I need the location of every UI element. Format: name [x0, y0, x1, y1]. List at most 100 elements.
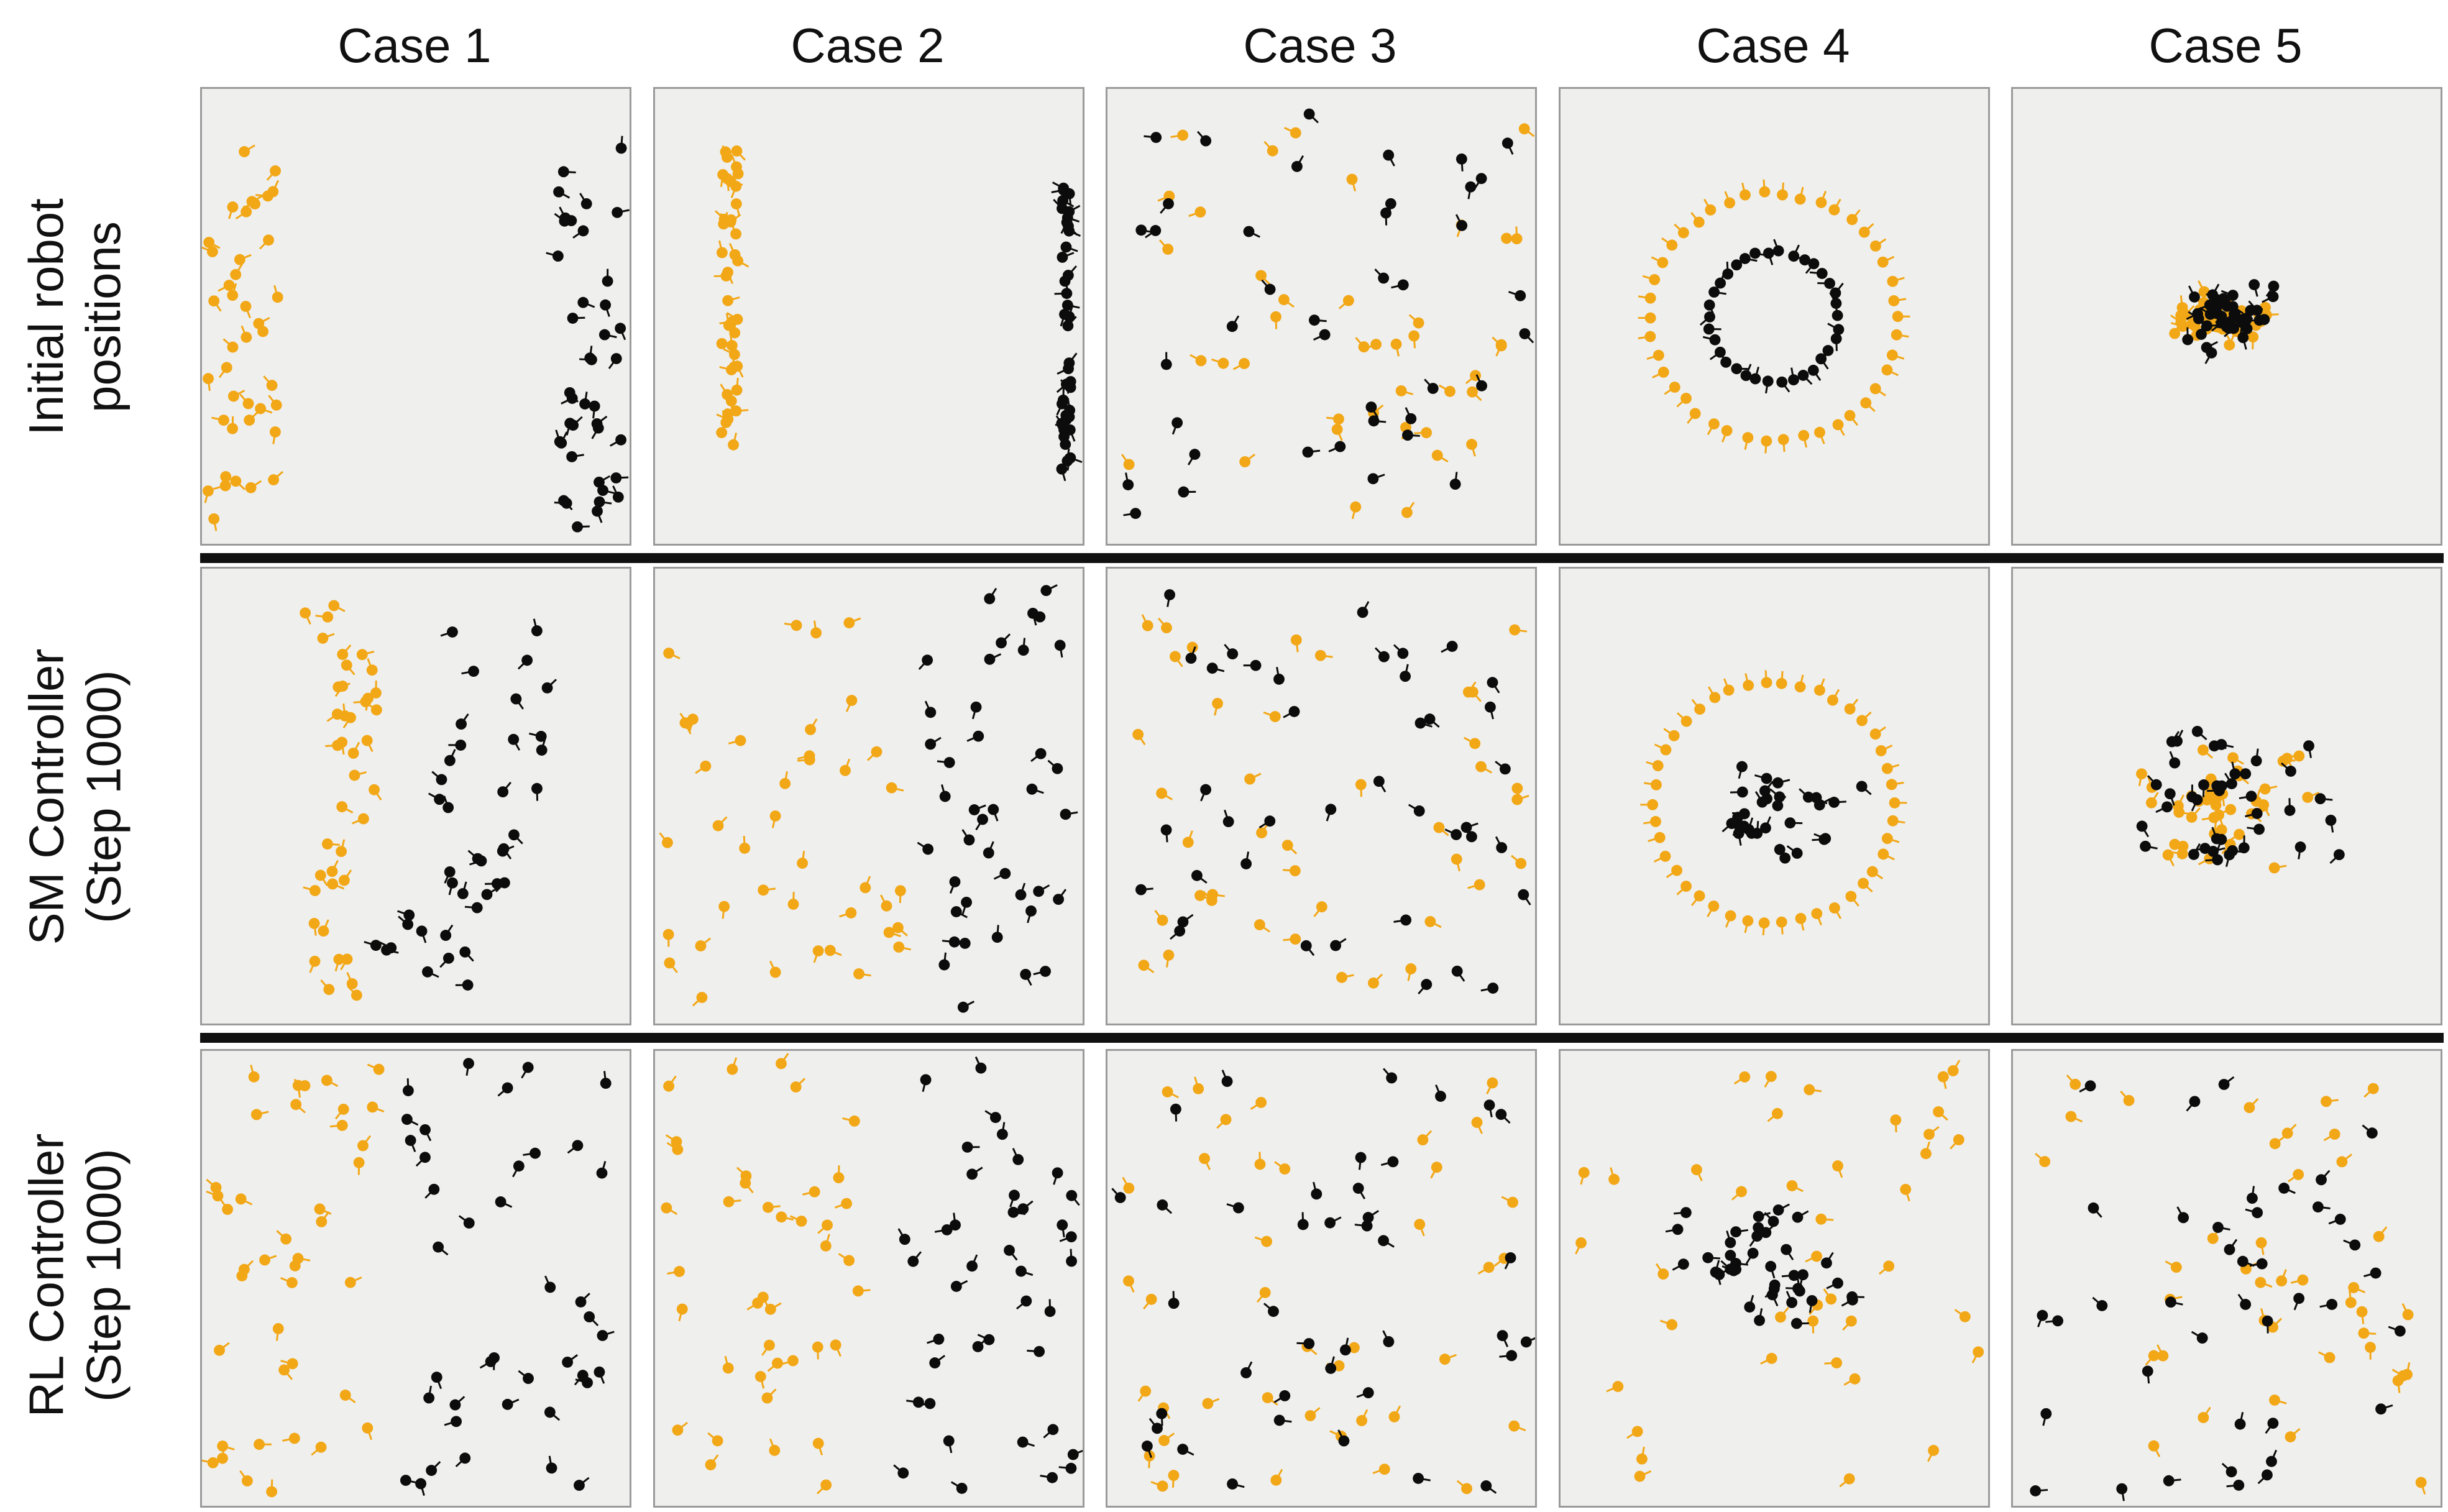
robot-orange [2197, 744, 2213, 759]
robot-black [974, 1056, 987, 1074]
robot-orange [1708, 686, 1721, 703]
swarm-plot [2030, 1074, 2427, 1501]
robot-orange [802, 1186, 820, 1198]
robot-orange [1767, 1107, 1783, 1122]
robot-orange [1338, 295, 1354, 309]
robot-black [1725, 1230, 1736, 1249]
robot-black [610, 472, 629, 483]
robot-orange [1368, 973, 1383, 989]
robot-orange [1270, 311, 1281, 329]
robot-black [398, 915, 414, 930]
robot-orange [2247, 331, 2259, 350]
robot-orange [341, 659, 355, 676]
robot-orange [1250, 1097, 1267, 1111]
robot-black [1519, 328, 1534, 344]
robot-black [1383, 149, 1395, 167]
robot-orange [1290, 634, 1302, 653]
robot-orange [722, 267, 733, 285]
robot-black [1177, 914, 1194, 928]
robot-orange [1211, 357, 1229, 369]
robot-black [2278, 1183, 2296, 1194]
robot-orange [314, 869, 328, 886]
robot-orange [2321, 1096, 2339, 1107]
panel-initial-case-2 [653, 87, 1084, 546]
robot-orange [805, 718, 818, 735]
robot-black [1258, 815, 1276, 828]
robot-orange [1190, 354, 1207, 367]
robot-orange [1263, 711, 1281, 723]
robot-orange [1356, 1409, 1368, 1426]
robot-orange [2145, 1350, 2160, 1366]
robot-orange [1764, 1071, 1777, 1088]
robot-black [1745, 1247, 1759, 1265]
robot-black [1043, 1424, 1059, 1439]
robot-black [1480, 983, 1499, 994]
robot-black [1441, 641, 1458, 653]
robot-black [1456, 153, 1467, 172]
robot-black [415, 1478, 427, 1496]
robot-black [1145, 225, 1162, 239]
robot-black [2329, 849, 2345, 864]
robot-black [1061, 300, 1080, 311]
robot-black [481, 887, 498, 900]
robot-orange [1804, 1084, 1822, 1096]
robot-black [2079, 1080, 2096, 1093]
robot-black [1004, 1245, 1018, 1261]
robot-black [1393, 914, 1412, 926]
robot-orange [707, 1432, 723, 1447]
robot-orange [1283, 933, 1301, 945]
robot-black [929, 1355, 946, 1369]
robot-orange [1244, 772, 1262, 785]
robot-orange [784, 620, 802, 631]
robot-orange [1707, 418, 1720, 436]
robot-orange [1676, 881, 1692, 896]
robot-orange [1122, 1176, 1135, 1194]
robot-orange [1638, 331, 1656, 342]
robot-black [1827, 323, 1845, 336]
robot-orange [1923, 1125, 1940, 1140]
robot-black [1495, 761, 1511, 775]
robot-orange [769, 960, 781, 978]
robot-orange [266, 165, 281, 181]
robot-black [459, 946, 474, 962]
robot-orange [1760, 1352, 1777, 1365]
robot-orange [672, 1421, 689, 1436]
robot-orange [315, 611, 334, 623]
robot-black [556, 431, 568, 449]
robot-orange [810, 620, 822, 639]
robot-orange [370, 680, 382, 699]
robot-orange [1395, 385, 1414, 396]
robot-black [463, 1058, 474, 1076]
robot-orange [245, 480, 262, 493]
robot-black [495, 1196, 513, 1208]
robot-orange [2287, 1169, 2304, 1183]
robot-black [2216, 311, 2227, 329]
robot-orange [736, 1166, 752, 1182]
robot-orange [1477, 1262, 1495, 1275]
robot-orange [812, 1437, 824, 1455]
robot-black [1261, 279, 1276, 295]
robot-black [415, 1152, 431, 1167]
robot-black [993, 868, 1011, 880]
robot-black [1066, 1189, 1080, 1206]
robot-black [1781, 1270, 1800, 1281]
robot-orange [779, 771, 791, 789]
robot-black [1765, 1260, 1777, 1279]
robot-black [554, 497, 572, 509]
robot-black [2239, 790, 2257, 802]
robot-orange [1933, 1106, 1948, 1121]
robot-black [1749, 367, 1761, 385]
robot-black [942, 936, 960, 948]
robot-black [1063, 404, 1075, 423]
robot-orange [314, 1203, 332, 1215]
robot-black [1444, 828, 1462, 840]
robot-orange [1281, 840, 1298, 855]
robot-black [1402, 429, 1420, 441]
robot-black [449, 1396, 465, 1411]
robot-orange [761, 1339, 775, 1356]
robot-orange [1950, 1134, 1964, 1150]
robot-black [416, 925, 428, 943]
robot-orange [1815, 1213, 1834, 1225]
robot-orange [244, 411, 259, 426]
robot-black [1066, 1249, 1078, 1267]
